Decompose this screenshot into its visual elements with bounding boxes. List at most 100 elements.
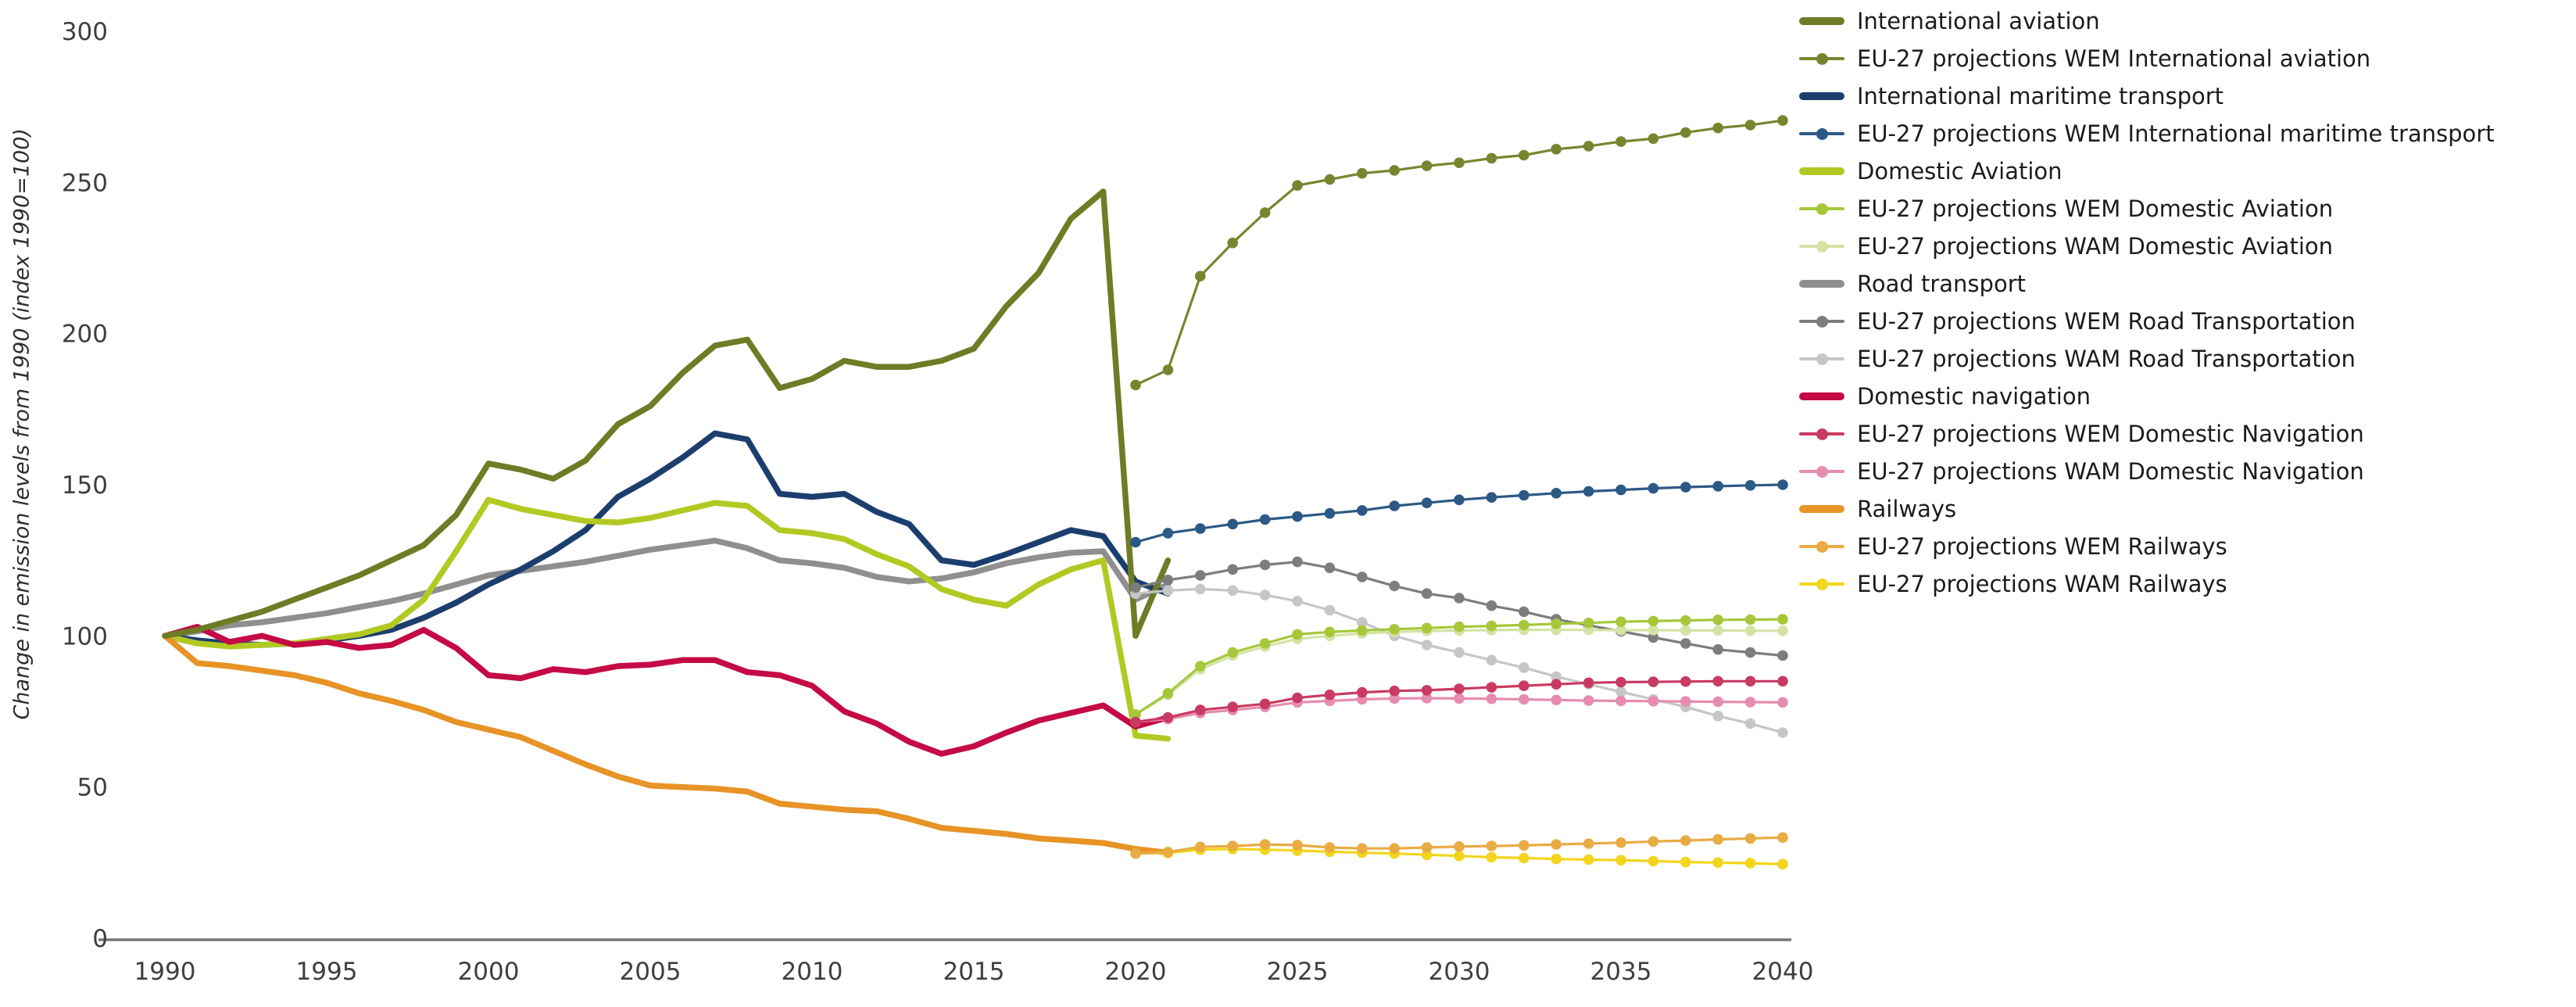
legend-line-swatch-icon [1799, 378, 1844, 415]
legend-label: EU-27 projections WAM Domestic Aviation [1857, 233, 2333, 260]
legend-item-eu-27-projections-wam-road-transportation[interactable]: EU-27 projections WAM Road Transportatio… [1799, 340, 2495, 378]
legend-item-eu-27-projections-wem-international-maritime-transport[interactable]: EU-27 projections WEM International mari… [1799, 115, 2495, 152]
data-point-marker [1421, 849, 1433, 861]
x-tick-label: 2040 [1752, 958, 1814, 986]
data-point-marker [1777, 676, 1788, 687]
legend-item-eu-27-projections-wem-international-aviation[interactable]: EU-27 projections WEM International avia… [1799, 40, 2495, 77]
data-point-marker [1421, 497, 1433, 508]
legend-item-domestic-aviation[interactable]: Domestic Aviation [1799, 152, 2495, 190]
legend-label: EU-27 projections WAM Domestic Navigatio… [1857, 458, 2364, 485]
data-point-marker [1227, 647, 1238, 658]
y-tick-label: 100 [62, 622, 108, 650]
data-point-marker [1357, 843, 1368, 854]
legend-item-eu-27-projections-wem-domestic-aviation[interactable]: EU-27 projections WEM Domestic Aviation [1799, 190, 2495, 228]
data-point-marker [1712, 696, 1723, 708]
legend-item-domestic-navigation[interactable]: Domestic navigation [1799, 378, 2495, 415]
legend-item-eu-27-projections-wam-domestic-aviation[interactable]: EU-27 projections WAM Domestic Aviation [1799, 228, 2495, 265]
data-point-marker [1454, 841, 1465, 852]
data-point-marker [1421, 588, 1433, 599]
legend-label: EU-27 projections WEM Railways [1857, 533, 2227, 560]
data-point-marker [1486, 682, 1497, 693]
data-point-marker [1227, 585, 1238, 597]
data-point-marker [1519, 489, 1530, 501]
data-point-marker [1421, 622, 1433, 634]
data-point-marker [1680, 856, 1691, 868]
data-point-marker [1744, 697, 1756, 708]
series-eu-27-projections-wem-international-maritime-transport [1130, 479, 1788, 548]
data-point-marker [1744, 614, 1756, 625]
data-point-marker [1130, 582, 1141, 593]
legend-item-international-maritime-transport[interactable]: International maritime transport [1799, 77, 2495, 115]
data-point-marker [1357, 625, 1368, 636]
legend-item-eu-27-projections-wem-domestic-navigation[interactable]: EU-27 projections WEM Domestic Navigatio… [1799, 415, 2495, 453]
legend-item-road-transport[interactable]: Road transport [1799, 265, 2495, 303]
data-point-marker [1519, 852, 1530, 864]
data-point-marker [1324, 842, 1336, 853]
data-point-marker [1324, 507, 1336, 519]
legend-dot-line-swatch-icon [1799, 415, 1844, 453]
legend-dot-line-swatch-icon [1799, 453, 1844, 490]
y-tick-label: 0 [92, 925, 108, 953]
data-point-marker [1583, 677, 1594, 689]
data-point-marker [1551, 671, 1562, 683]
x-tick-label: 2010 [782, 958, 843, 986]
y-tick-label: 150 [62, 471, 108, 500]
data-point-marker [1227, 701, 1238, 712]
legend-item-eu-27-projections-wem-railways[interactable]: EU-27 projections WEM Railways [1799, 528, 2495, 565]
data-point-marker [1712, 625, 1723, 636]
legend-item-eu-27-projections-wam-domestic-navigation[interactable]: EU-27 projections WAM Domestic Navigatio… [1799, 453, 2495, 490]
data-point-marker [1744, 647, 1756, 658]
data-point-marker [1648, 482, 1659, 494]
data-point-marker [1615, 686, 1626, 697]
x-tick-label: 1995 [296, 958, 358, 986]
data-point-marker [1454, 683, 1465, 694]
data-point-marker [1583, 695, 1594, 706]
y-tick-label: 200 [62, 321, 108, 349]
data-point-marker [1324, 604, 1336, 616]
data-point-marker [1162, 575, 1174, 586]
data-point-marker [1519, 606, 1530, 618]
data-point-marker [1259, 839, 1271, 850]
data-point-marker [1648, 133, 1659, 145]
data-point-marker [1777, 697, 1788, 708]
data-point-marker [1551, 853, 1562, 865]
data-point-marker [1583, 141, 1594, 152]
legend-label: Railways [1857, 496, 1957, 522]
x-tick-label: 2020 [1105, 958, 1167, 986]
data-point-marker [1712, 676, 1723, 687]
data-point-marker [1292, 511, 1303, 522]
data-point-marker [1421, 842, 1433, 853]
legend-item-international-aviation[interactable]: International aviation [1799, 2, 2495, 40]
series-domestic-navigation [162, 623, 1172, 757]
data-point-marker [1583, 617, 1594, 629]
data-point-marker [1615, 616, 1626, 627]
x-tick-label: 2035 [1590, 958, 1652, 986]
data-point-marker [1357, 505, 1368, 516]
legend-item-eu-27-projections-wam-railways[interactable]: EU-27 projections WAM Railways [1799, 565, 2495, 603]
data-point-marker [1648, 632, 1659, 643]
data-point-marker [1680, 625, 1691, 636]
data-point-marker [1680, 127, 1691, 138]
data-point-marker [1227, 518, 1238, 530]
data-point-marker [1259, 638, 1271, 649]
data-point-marker [1551, 144, 1562, 155]
series-eu-27-projections-wem-road-transportation [1130, 556, 1788, 661]
legend-dot-line-swatch-icon [1799, 528, 1844, 565]
legend-item-railways[interactable]: Railways [1799, 490, 2495, 528]
data-point-marker [1648, 855, 1659, 867]
data-point-marker [1680, 482, 1691, 493]
data-point-marker [1357, 686, 1368, 698]
data-point-marker [1712, 711, 1723, 722]
legend-item-eu-27-projections-wem-road-transportation[interactable]: EU-27 projections WEM Road Transportatio… [1799, 303, 2495, 340]
series-road-transport [162, 537, 1172, 640]
legend-label: EU-27 projections WEM International avia… [1857, 45, 2371, 72]
legend-label: International aviation [1857, 8, 2100, 34]
data-point-marker [1615, 136, 1626, 147]
data-point-marker [1454, 647, 1465, 658]
y-tick-label: 50 [77, 774, 108, 802]
data-point-marker [1162, 711, 1174, 723]
data-point-marker [1454, 621, 1465, 633]
series-eu-27-projections-wam-road-transportation [1130, 583, 1788, 738]
